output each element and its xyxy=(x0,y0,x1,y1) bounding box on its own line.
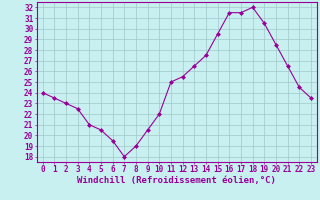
X-axis label: Windchill (Refroidissement éolien,°C): Windchill (Refroidissement éolien,°C) xyxy=(77,176,276,185)
